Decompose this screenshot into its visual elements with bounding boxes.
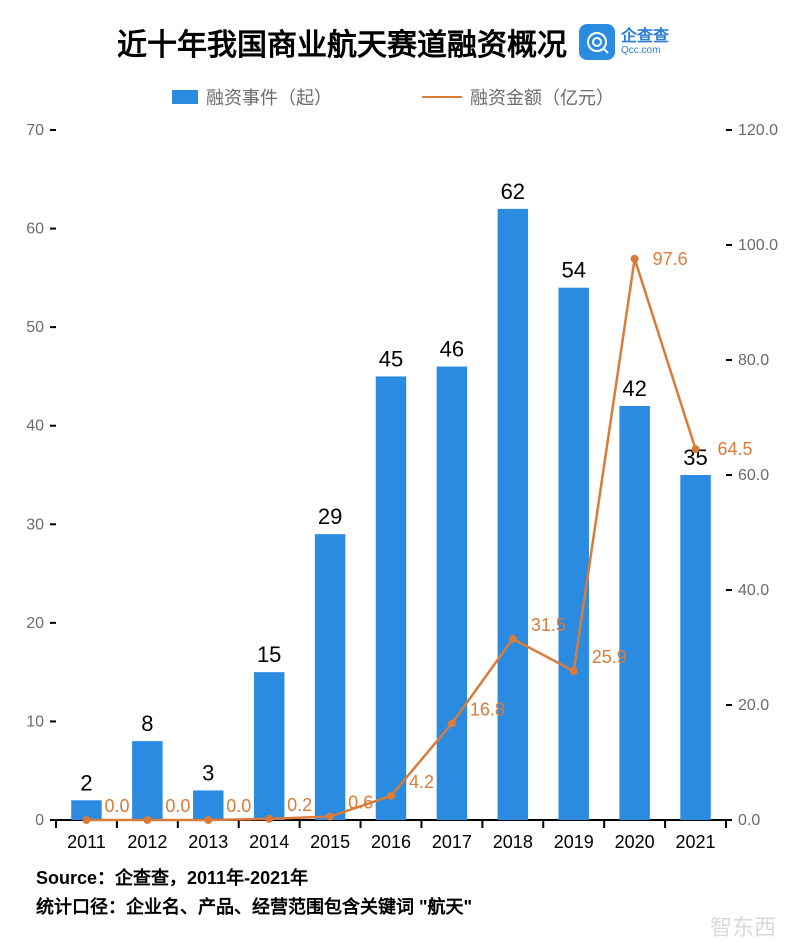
svg-text:2012: 2012 xyxy=(127,832,167,852)
svg-text:54: 54 xyxy=(561,258,585,283)
legend-line: 融资金额（亿元） xyxy=(422,84,614,110)
brand-text-cn: 企查查 xyxy=(621,28,669,46)
svg-text:97.6: 97.6 xyxy=(653,249,688,269)
svg-text:120.0: 120.0 xyxy=(738,122,778,139)
svg-text:64.5: 64.5 xyxy=(718,439,753,459)
svg-text:0: 0 xyxy=(35,812,44,829)
legend-bars: 融资事件（起） xyxy=(172,84,332,110)
figure-frame: 近十年我国商业航天赛道融资概况 企查查 Qcc.com 融资事件（起） 融资金额… xyxy=(0,0,786,942)
svg-text:0.2: 0.2 xyxy=(287,795,312,815)
svg-text:2021: 2021 xyxy=(676,832,716,852)
brand-badge: 企查查 Qcc.com xyxy=(579,24,669,60)
brand-text-en: Qcc.com xyxy=(621,45,669,56)
source-line-1: Source：企查查，2011年-2021年 xyxy=(36,864,472,893)
legend: 融资事件（起） 融资金额（亿元） xyxy=(0,74,786,116)
svg-text:40.0: 40.0 xyxy=(738,582,769,599)
source-line-2: 统计口径：企业名、产品、经营范围包含关键词 "航天" xyxy=(36,893,472,922)
svg-text:70: 70 xyxy=(26,122,44,139)
legend-line-label: 融资金额（亿元） xyxy=(470,84,614,110)
svg-text:31.5: 31.5 xyxy=(531,615,566,635)
legend-line-swatch xyxy=(422,96,462,98)
svg-text:2017: 2017 xyxy=(432,832,472,852)
svg-text:2014: 2014 xyxy=(249,832,289,852)
svg-text:2015: 2015 xyxy=(310,832,350,852)
chart-title: 近十年我国商业航天赛道融资概况 xyxy=(117,20,567,64)
svg-text:100.0: 100.0 xyxy=(738,237,778,254)
svg-text:0.0: 0.0 xyxy=(165,796,190,816)
svg-text:29: 29 xyxy=(318,504,342,529)
chart-svg: 0102030405060700.020.040.060.080.0100.01… xyxy=(0,120,786,870)
svg-text:60: 60 xyxy=(26,221,44,238)
svg-text:2013: 2013 xyxy=(188,832,228,852)
svg-text:80.0: 80.0 xyxy=(738,352,769,369)
svg-text:0.6: 0.6 xyxy=(348,793,373,813)
chart-area: 0102030405060700.020.040.060.080.0100.01… xyxy=(0,120,786,870)
svg-text:2019: 2019 xyxy=(554,832,594,852)
svg-text:50: 50 xyxy=(26,319,44,336)
source-block: Source：企查查，2011年-2021年 统计口径：企业名、产品、经营范围包… xyxy=(36,864,472,922)
chart-header: 近十年我国商业航天赛道融资概况 企查查 Qcc.com xyxy=(0,0,786,74)
svg-text:46: 46 xyxy=(440,337,464,362)
svg-text:2020: 2020 xyxy=(615,832,655,852)
svg-text:0.0: 0.0 xyxy=(226,796,251,816)
legend-bar-swatch xyxy=(172,90,198,104)
svg-text:20: 20 xyxy=(26,615,44,632)
svg-text:2011: 2011 xyxy=(67,832,106,852)
svg-text:8: 8 xyxy=(141,711,153,736)
brand-icon xyxy=(579,24,615,60)
svg-text:20.0: 20.0 xyxy=(738,697,769,714)
svg-text:30: 30 xyxy=(26,516,44,533)
svg-text:16.8: 16.8 xyxy=(470,699,505,719)
legend-bars-label: 融资事件（起） xyxy=(206,84,332,110)
svg-text:15: 15 xyxy=(257,642,281,667)
svg-text:60.0: 60.0 xyxy=(738,467,769,484)
svg-text:42: 42 xyxy=(622,376,646,401)
svg-text:2018: 2018 xyxy=(493,832,533,852)
svg-text:3: 3 xyxy=(202,760,214,785)
svg-text:10: 10 xyxy=(26,713,44,730)
watermark: 智东西 xyxy=(710,910,776,942)
svg-text:45: 45 xyxy=(379,346,403,371)
svg-text:0.0: 0.0 xyxy=(738,812,760,829)
svg-text:2: 2 xyxy=(80,770,92,795)
brand-text: 企查查 Qcc.com xyxy=(621,28,669,57)
svg-text:25.9: 25.9 xyxy=(592,647,627,667)
svg-text:40: 40 xyxy=(26,418,44,435)
svg-text:2016: 2016 xyxy=(371,832,411,852)
svg-text:62: 62 xyxy=(501,179,525,204)
svg-text:4.2: 4.2 xyxy=(409,772,434,792)
svg-text:0.0: 0.0 xyxy=(104,796,129,816)
